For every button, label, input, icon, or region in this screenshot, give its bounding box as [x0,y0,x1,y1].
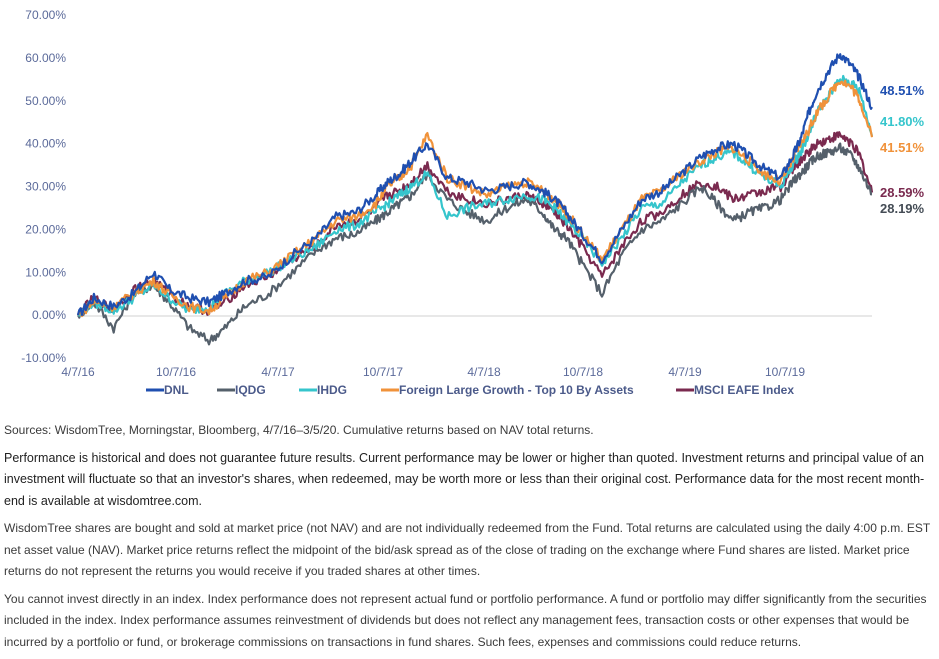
end-label-iqdg: 28.19% [880,201,925,216]
end-label-msci-eafe-index: 28.59% [880,185,925,200]
performance-disclaimer: Performance is historical and does not g… [4,450,925,508]
y-tick-label: 20.00% [25,222,66,236]
x-tick-label: 10/7/17 [363,365,403,379]
y-tick-label: 50.00% [25,94,66,108]
legend-entry: Foreign Large Growth - Top 10 By Assets [399,383,634,397]
series-line-ihdg [77,74,874,317]
x-tick-label: 10/7/19 [765,365,805,379]
end-labels: 48.51% 28.19% 41.80% 41.51% 28.59% [880,83,925,216]
end-label-ihdg: 41.80% [880,114,925,129]
x-axis: 4/7/16 10/7/16 4/7/17 10/7/17 4/7/18 10/7/18 4… [61,365,805,379]
legend-entry: IQDG [235,383,266,397]
y-tick-label: 60.00% [25,51,66,65]
footnotes: Sources: WisdomTree, Morningstar, Bloomb… [4,420,934,659]
y-axis: 70.00% 60.00% 50.00% 40.00% 30.00% 20.00% 10.0… [21,8,66,365]
x-tick-label: 4/7/17 [261,365,295,379]
y-tick-label: 30.00% [25,180,66,194]
x-tick-label: 4/7/18 [467,365,501,379]
series-lines [76,53,874,346]
y-tick-label: 70.00% [25,8,66,22]
legend: DNL IQDG IHDG Foreign Large Growth - Top 10… [146,383,794,397]
y-tick-label: -10.00% [21,351,66,365]
legend-entry: DNL [164,383,189,397]
x-tick-label: 4/7/19 [668,365,702,379]
series-line-iqdg [77,142,873,346]
x-tick-label: 10/7/18 [563,365,603,379]
line-chart: 70.00% 60.00% 50.00% 40.00% 30.00% 20.00% 10.0… [21,8,925,397]
x-tick-label: 4/7/16 [61,365,95,379]
legend-entry: MSCI EAFE Index [694,383,794,397]
index-disclaimer: You cannot invest directly in an index. … [4,591,927,649]
x-tick-label: 10/7/16 [156,365,196,379]
shares-note: WisdomTree shares are bought and sold at… [4,521,931,578]
series-line-dnl [76,53,873,316]
end-label-foreign-large-growth-top-10-by-assets: 41.51% [880,140,925,155]
end-label-dnl: 48.51% [880,83,925,98]
y-tick-label: 40.00% [25,137,66,151]
legend-entry: IHDG [317,383,347,397]
y-tick-label: 10.00% [25,265,66,279]
y-tick-label: 0.00% [32,308,66,322]
sources-note: Sources: WisdomTree, Morningstar, Bloomb… [4,423,594,437]
